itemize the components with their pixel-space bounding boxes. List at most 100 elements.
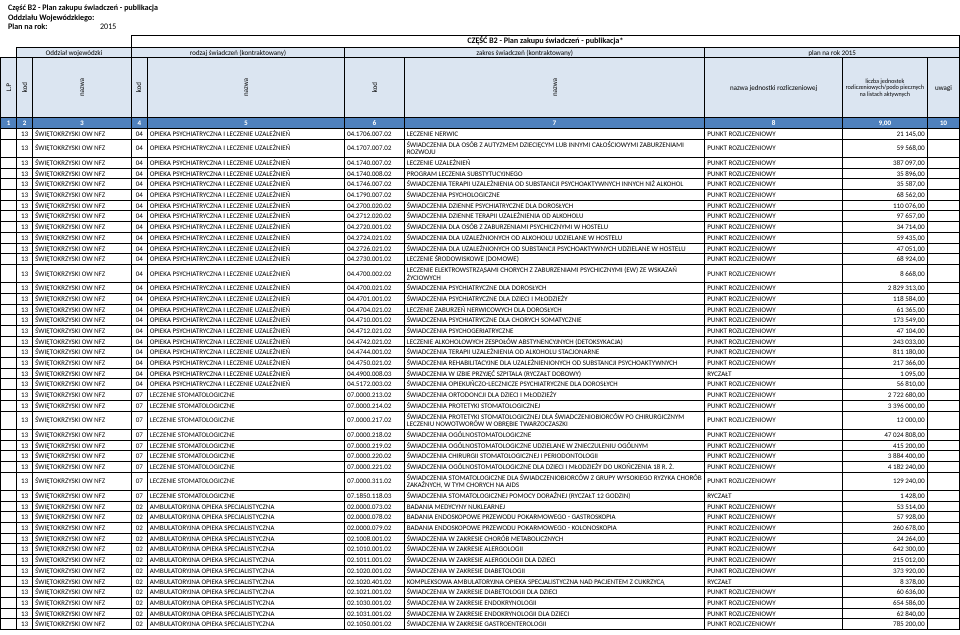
cell-v: 173 549,00	[842, 315, 927, 326]
table-row: 13ŚWIĘTOKRZYSKI OW NFZ07LECZENIE STOMATO…	[1, 472, 960, 490]
cell-uwagi	[927, 512, 959, 523]
cell-uwagi	[927, 472, 959, 490]
cell-v: 260 678,00	[842, 523, 927, 534]
cell-zn: ŚWIADCZENIA PSYCHIATRYCZNE DLA DOROSŁYCH	[404, 283, 705, 294]
cell-v: 34 714,00	[842, 222, 927, 233]
cell-rn: OPIEKA PSYCHIATRYCZNA I LECZENIE UZALEŻN…	[147, 243, 344, 254]
table-row: 13ŚWIĘTOKRZYSKI OW NFZ04OPIEKA PSYCHIATR…	[1, 254, 960, 265]
cell-n: 13	[17, 544, 33, 555]
cell-rn: LECZENIE STOMATOLOGICZNE	[147, 491, 344, 502]
cell-rk: 04	[131, 158, 147, 169]
cell-ow: ŚWIĘTOKRZYSKI OW NFZ	[33, 565, 132, 576]
cell-lp	[1, 243, 17, 254]
cell-n: 13	[17, 315, 33, 326]
cell-rn: OPIEKA PSYCHIATRYCZNA I LECZENIE UZALEŻN…	[147, 264, 344, 282]
cell-zn: ŚWIADCZENIA W ZAKRESIE ENDOKRYNOLOGII	[404, 597, 705, 608]
cell-j: PUNKT ROZLICZENIOWY	[705, 608, 843, 619]
cell-rn: OPIEKA PSYCHIATRYCZNA I LECZENIE UZALEŻN…	[147, 368, 344, 379]
cell-lp	[1, 587, 17, 598]
cell-n: 13	[17, 576, 33, 587]
cell-zk: 04.4712.021.02	[345, 326, 405, 337]
cell-ow: ŚWIĘTOKRZYSKI OW NFZ	[33, 222, 132, 233]
cell-v: 21 145,00	[842, 128, 927, 139]
cell-ow: ŚWIĘTOKRZYSKI OW NFZ	[33, 211, 132, 222]
cell-j: PUNKT ROZLICZENIOWY	[705, 501, 843, 512]
cell-zk: 07.0000.220.02	[345, 451, 405, 462]
cell-rk: 07	[131, 472, 147, 490]
cell-rn: LECZENIE STOMATOLOGICZNE	[147, 429, 344, 440]
cell-j: PUNKT ROZLICZENIOWY	[705, 304, 843, 315]
cell-v: 415 200,00	[842, 440, 927, 451]
cell-v: 129 240,00	[842, 472, 927, 490]
numcol-8: 8	[705, 118, 843, 129]
table-row: 13ŚWIĘTOKRZYSKI OW NFZ02AMBULATORYJNA OP…	[1, 576, 960, 587]
numcol-5: 5	[147, 118, 344, 129]
cell-ow: ŚWIĘTOKRZYSKI OW NFZ	[33, 336, 132, 347]
cell-uwagi	[927, 565, 959, 576]
cell-rn: OPIEKA PSYCHIATRYCZNA I LECZENIE UZALEŻN…	[147, 158, 344, 169]
cell-zk: 04.2730.001.02	[345, 254, 405, 265]
cell-v: 785 200,00	[842, 619, 927, 630]
cell-rn: OPIEKA PSYCHIATRYCZNA I LECZENIE UZALEŻN…	[147, 304, 344, 315]
cell-uwagi	[927, 533, 959, 544]
table-row: 13ŚWIĘTOKRZYSKI OW NFZ07LECZENIE STOMATO…	[1, 461, 960, 472]
cell-rn: AMBULATORYJNA OPIEKA SPECJALISTYCZNA	[147, 501, 344, 512]
cell-n: 13	[17, 379, 33, 390]
cell-n: 13	[17, 254, 33, 265]
cell-j: PUNKT ROZLICZENIOWY	[705, 264, 843, 282]
cell-lp	[1, 168, 17, 179]
cell-zk: 07.0000.219.02	[345, 440, 405, 451]
cell-v: 8 378,00	[842, 576, 927, 587]
cell-zn: ŚWIADCZENIA DLA UZALEŻNIONYCH OD SUBSTAN…	[404, 243, 705, 254]
cell-j: RYCZAŁT	[705, 368, 843, 379]
cell-rk: 04	[131, 347, 147, 358]
cell-zn: BADANIA ENDOSKOPOWE PRZEWODU POKARMOWEGO…	[404, 523, 705, 534]
cell-ow: ŚWIĘTOKRZYSKI OW NFZ	[33, 544, 132, 555]
cell-uwagi	[927, 254, 959, 265]
cell-v: 97 657,00	[842, 211, 927, 222]
cell-zn: ŚWIADCZENIA OGÓLNOSTOMATOLOGICZNE	[404, 429, 705, 440]
cell-n: 13	[17, 555, 33, 566]
cell-zk: 07.0000.214.02	[345, 400, 405, 411]
hdr-kod-3: kod	[345, 58, 405, 118]
cell-v: 1 095,00	[842, 368, 927, 379]
cell-zk: 04.2712.020.02	[345, 211, 405, 222]
cell-j: RYCZAŁT	[705, 491, 843, 502]
cell-uwagi	[927, 411, 959, 429]
cell-ow: ŚWIĘTOKRZYSKI OW NFZ	[33, 283, 132, 294]
cell-zk: 04.4700.002.02	[345, 264, 405, 282]
cell-j: PUNKT ROZLICZENIOWY	[705, 472, 843, 490]
cell-zk: 04.4744.001.02	[345, 347, 405, 358]
cell-lp	[1, 336, 17, 347]
cell-zn: ŚWIADCZENIA DLA UZALEŻNIONYCH OD ALKOHOL…	[404, 232, 705, 243]
cell-j: PUNKT ROZLICZENIOWY	[705, 243, 843, 254]
cell-uwagi	[927, 587, 959, 598]
numcol-2: 2	[17, 118, 33, 129]
cell-ow: ŚWIĘTOKRZYSKI OW NFZ	[33, 264, 132, 282]
cell-rk: 07	[131, 429, 147, 440]
cell-zn: ŚWIADCZENIA REHABILITACYJNE DLA UZALEŻNI…	[404, 358, 705, 369]
cell-zk: 04.1746.007.02	[345, 179, 405, 190]
cell-j: PUNKT ROZLICZENIOWY	[705, 400, 843, 411]
cell-zk: 02.1008.001.02	[345, 533, 405, 544]
cell-uwagi	[927, 264, 959, 282]
cell-rn: OPIEKA PSYCHIATRYCZNA I LECZENIE UZALEŻN…	[147, 293, 344, 304]
cell-rn: OPIEKA PSYCHIATRYCZNA I LECZENIE UZALEŻN…	[147, 336, 344, 347]
cell-zk: 04.1707.007.02	[345, 139, 405, 157]
cell-zk: 02.1050.001.02	[345, 619, 405, 630]
cell-rk: 04	[131, 283, 147, 294]
cell-v: 12 000,00	[842, 411, 927, 429]
cell-rn: OPIEKA PSYCHIATRYCZNA I LECZENIE UZALEŻN…	[147, 222, 344, 233]
cell-zk: 02.1010.001.02	[345, 544, 405, 555]
cell-rn: AMBULATORYJNA OPIEKA SPECJALISTYCZNA	[147, 512, 344, 523]
cell-v: 2 722 680,00	[842, 390, 927, 401]
cell-rk: 04	[131, 379, 147, 390]
cell-n: 13	[17, 128, 33, 139]
cell-uwagi	[927, 544, 959, 555]
cell-rk: 04	[131, 232, 147, 243]
cell-zn: ŚWIADCZENIA PSYCHIATRYCZNE DLA DZIECI I …	[404, 293, 705, 304]
cell-zn: ŚWIADCZENIA W ZAKRESIE GASTROENTEROLOGII	[404, 619, 705, 630]
hdr-lp: L.P	[1, 58, 17, 118]
cell-j: PUNKT ROZLICZENIOWY	[705, 533, 843, 544]
cell-v: 110 076,00	[842, 200, 927, 211]
